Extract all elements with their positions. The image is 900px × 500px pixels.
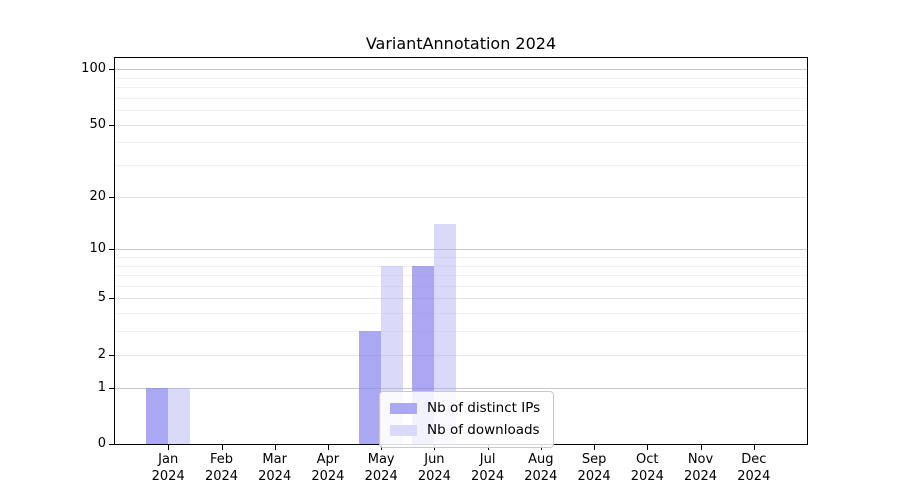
bar-jan-ips: [146, 387, 169, 444]
y-tick-mark: [109, 444, 114, 445]
legend-swatch-downloads: [390, 424, 417, 436]
legend-entry-downloads: Nb of downloads: [390, 419, 540, 441]
y-tick-label: 100: [81, 61, 106, 76]
x-tick-mark: [594, 445, 596, 450]
y-tick-label: 50: [89, 116, 106, 132]
gridline: [115, 110, 807, 111]
gridline: [115, 331, 807, 333]
gridline: [115, 124, 807, 126]
gridline: [115, 313, 807, 315]
x-tick-label: Mar 2024: [258, 452, 292, 484]
x-tick-label: Feb 2024: [204, 452, 239, 484]
x-tick-label: Oct 2024: [630, 452, 664, 484]
y-tick-mark: [109, 387, 114, 389]
legend-label-distinct-ips: Nb of distinct IPs: [427, 400, 541, 416]
y-tick-label: 20: [89, 188, 106, 204]
x-tick-label: Apr 2024: [311, 452, 345, 484]
gridline: [115, 77, 807, 79]
y-tick-mark: [109, 196, 114, 198]
x-tick-mark: [753, 445, 755, 450]
y-tick-mark: [109, 69, 114, 70]
gridline: [115, 265, 807, 267]
gridline: [115, 275, 807, 276]
x-tick-label: Jan 2024: [151, 452, 185, 484]
chart-title: VariantAnnotation 2024: [365, 34, 557, 53]
gridline: [115, 86, 807, 88]
x-tick-mark: [327, 445, 329, 450]
legend-swatch-distinct-ips: [390, 402, 417, 414]
gridline: [115, 285, 807, 287]
gridline: [115, 69, 807, 70]
bar-jan-downloads: [168, 387, 191, 444]
bar-jun-downloads: [434, 224, 457, 444]
x-tick-mark: [647, 445, 649, 450]
y-tick-mark: [109, 298, 114, 300]
bar-may-ips: [359, 331, 382, 444]
y-tick-label: 5: [97, 290, 106, 306]
gridline: [115, 256, 807, 258]
gridline: [115, 142, 807, 144]
legend: Nb of distinct IPs Nb of downloads: [379, 391, 555, 448]
gridline: [115, 97, 807, 99]
x-tick-label: Dec 2024: [737, 452, 771, 484]
legend-label-downloads: Nb of downloads: [427, 422, 540, 438]
gridline: [115, 249, 807, 251]
x-tick-mark: [700, 445, 702, 450]
x-tick-mark: [221, 445, 223, 450]
x-tick-label: Jul 2024: [471, 452, 505, 484]
x-tick-label: May 2024: [364, 452, 398, 484]
x-tick-label: Nov 2024: [683, 452, 718, 484]
legend-entry-distinct-ips: Nb of distinct IPs: [390, 397, 540, 419]
y-tick-mark: [109, 124, 114, 126]
x-tick-mark: [168, 445, 170, 450]
y-tick-label: 2: [97, 346, 106, 362]
plot-area: Nb of distinct IPs Nb of downloads: [114, 57, 808, 448]
gridline: [115, 165, 807, 166]
gridline: [115, 354, 807, 356]
x-tick-label: Sep 2024: [577, 452, 611, 484]
gridline: [115, 387, 807, 389]
y-tick-label: 1: [97, 379, 106, 395]
y-tick-mark: [109, 249, 114, 251]
gridline: [115, 196, 807, 198]
y-tick-mark: [109, 354, 114, 356]
x-tick-mark: [274, 445, 276, 450]
y-tick-label: 10: [89, 241, 106, 257]
y-tick-label: 0: [97, 436, 106, 451]
gridline: [115, 298, 807, 300]
x-tick-label: Aug 2024: [524, 452, 558, 484]
x-tick-label: Jun 2024: [417, 452, 451, 484]
